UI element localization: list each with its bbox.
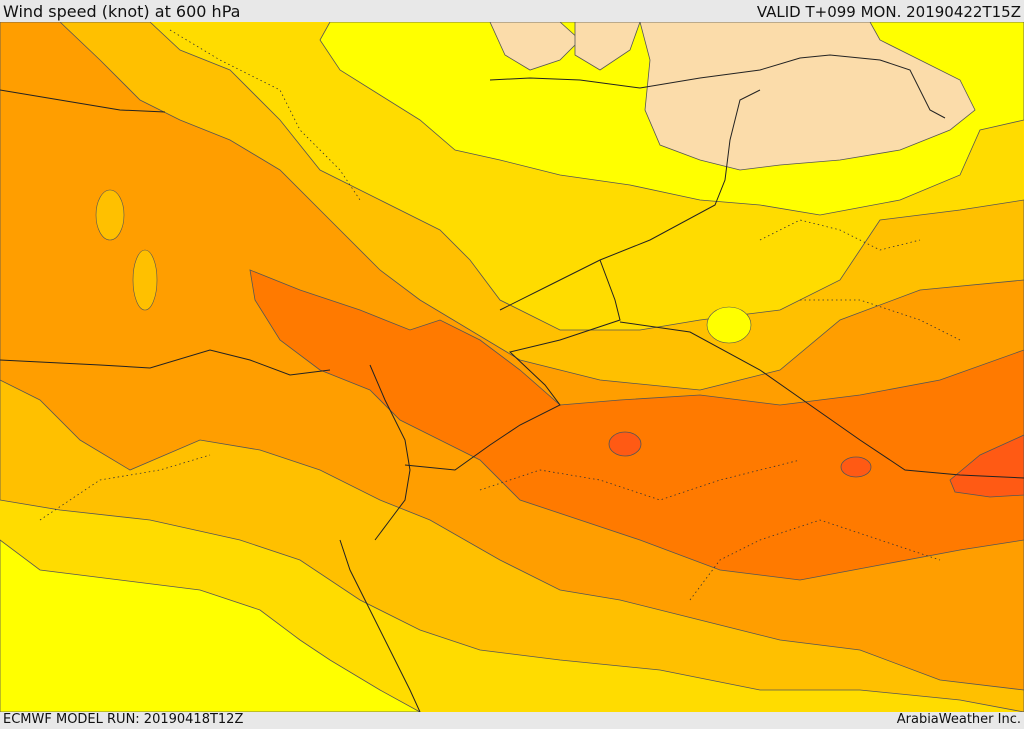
valid-time-label: VALID T+099 MON. 20190422T15Z [756, 3, 1021, 21]
zone-peach-north-2 [574, 22, 641, 71]
wind-speed-map [0, 22, 1024, 712]
header-bar: Wind speed (knot) at 600 hPa VALID T+099… [0, 0, 1024, 22]
zone-gold-spot-2 [132, 249, 158, 311]
map-title: Wind speed (knot) at 600 hPa [3, 2, 241, 21]
zone-yellow-spot [706, 306, 752, 344]
zone-peach-northeast [639, 22, 976, 171]
zone-red-orange-east-small [840, 456, 872, 478]
footer-bar: ECMWF MODEL RUN: 20190418T12Z ArabiaWeat… [0, 712, 1024, 729]
region-boundaries [39, 29, 961, 601]
model-run-label: ECMWF MODEL RUN: 20190418T12Z [3, 712, 244, 727]
zone-gold-spot [95, 189, 125, 241]
credit-label: ArabiaWeather Inc. [896, 712, 1021, 727]
zone-yellow-southwest [0, 539, 421, 712]
zone-dark-orange [249, 269, 1024, 581]
zone-red-orange-east [949, 434, 1024, 498]
country-borders [0, 54, 1024, 712]
zone-peach-north [489, 22, 581, 71]
zone-red-orange-center [608, 431, 642, 457]
